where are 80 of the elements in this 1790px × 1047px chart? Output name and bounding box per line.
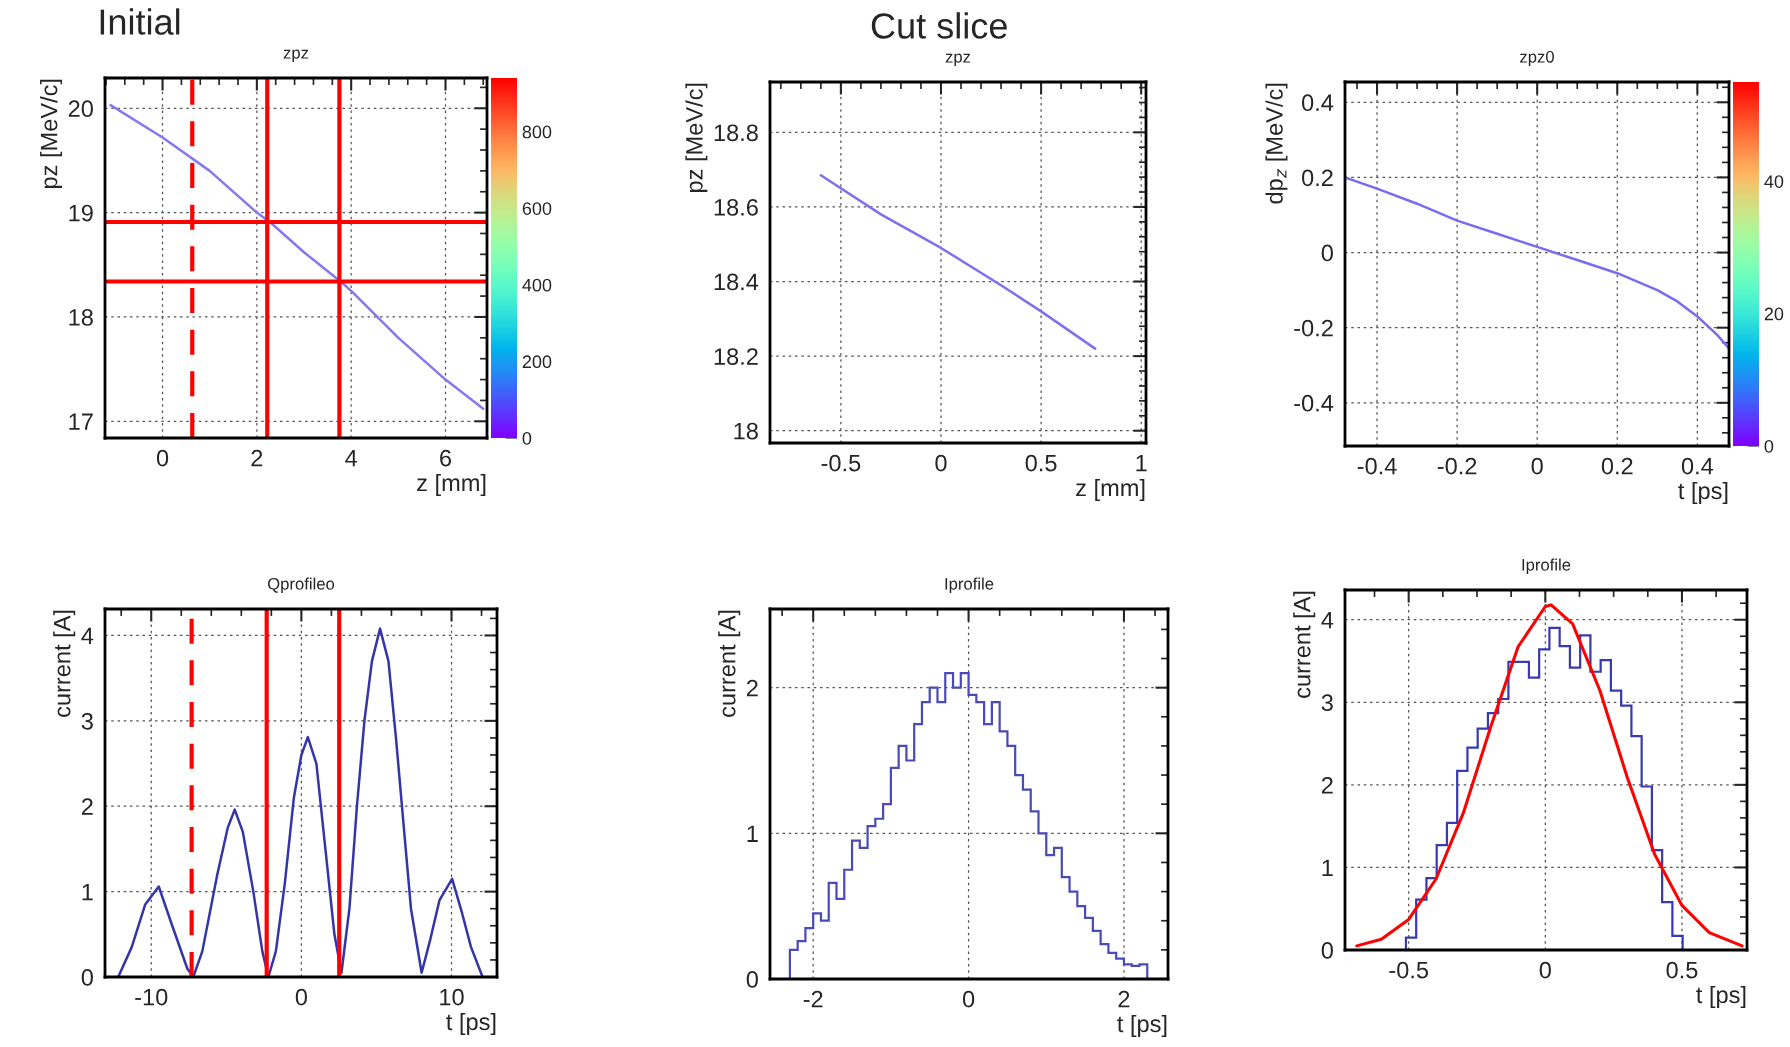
x-axis-title: t [ps] xyxy=(1696,985,1746,1008)
line-series xyxy=(819,173,1097,350)
x-tick-label: 10 xyxy=(440,988,464,1006)
x-tick-label: -0.4 xyxy=(1357,457,1397,475)
y-tick-label: 18.8 xyxy=(714,124,758,142)
y-tick-label: 0.2 xyxy=(1301,169,1333,187)
x-tick-label: 4 xyxy=(345,449,358,467)
x-axis-title: t [ps] xyxy=(446,1012,496,1035)
y-axis-title: pz [MeV/c] xyxy=(40,79,63,188)
x-tick-label: 0.5 xyxy=(1666,961,1698,979)
x-tick-label: 0.5 xyxy=(1025,454,1057,472)
x-axis-title: t [ps] xyxy=(1678,481,1728,504)
line-series xyxy=(109,103,485,411)
x-tick-label: -0.5 xyxy=(1389,961,1429,979)
chart-title: Iprofile xyxy=(1522,558,1571,575)
y-axis-title: current [A] xyxy=(718,610,741,717)
x-tick-label: 0.4 xyxy=(1681,457,1714,475)
color-bar-label: 600 xyxy=(522,202,552,215)
x-tick-label: 0 xyxy=(156,449,169,467)
y-tick-label: 0.4 xyxy=(1301,94,1334,112)
y-tick-label: 2 xyxy=(746,679,758,697)
y-tick-label: 18 xyxy=(734,422,758,440)
color-bar-label: 800 xyxy=(522,125,552,139)
y-tick-label: 1 xyxy=(82,883,93,901)
y-tick-label: 18.2 xyxy=(714,348,758,365)
x-axis-title: z [mm] xyxy=(417,473,486,496)
y-tick-label: 1 xyxy=(747,825,758,842)
y-tick-label: 18.6 xyxy=(714,199,758,216)
color-bar-label: 40 xyxy=(1764,175,1784,188)
color-bar-label: 20 xyxy=(1764,307,1784,321)
line-series xyxy=(116,627,484,977)
text: Cut slice xyxy=(871,12,1007,39)
chart-title: zpz0 xyxy=(1520,50,1554,67)
y-tick-label: 4 xyxy=(81,627,94,645)
y-tick-label: 0 xyxy=(1321,942,1333,959)
x-tick-label: -0.5 xyxy=(821,454,861,472)
chart-title: zpz xyxy=(945,53,971,67)
x-tick-label: 0 xyxy=(1531,457,1543,475)
chart-title: zpz xyxy=(283,49,309,63)
line-series xyxy=(1345,176,1729,350)
y-tick-label: 2 xyxy=(81,798,93,815)
y-tick-label: -0.2 xyxy=(1294,319,1333,337)
y-tick-label: 4 xyxy=(1321,612,1334,629)
x-tick-label: 0 xyxy=(962,990,975,1008)
x-tick-label: 0.2 xyxy=(1601,457,1633,475)
x-tick-label: 2 xyxy=(1118,990,1130,1008)
y-axis-title: pz [MeV/c] xyxy=(685,83,708,192)
x-tick-label: -10 xyxy=(135,988,168,1006)
chart-title: Iprofile xyxy=(945,577,994,594)
color-bar-label: 0 xyxy=(522,431,532,445)
y-tick-label: 3 xyxy=(81,712,93,730)
x-tick-label: -2 xyxy=(803,990,823,1008)
color-bar-label: 0 xyxy=(1764,439,1774,453)
y-tick-label: 18 xyxy=(69,309,93,326)
y-tick-label: 3 xyxy=(1321,694,1333,712)
y-tick-label: 17 xyxy=(69,413,93,430)
y-axis-title: current [A] xyxy=(1293,591,1316,698)
x-axis-title: t [ps] xyxy=(1117,1014,1167,1037)
x-tick-label: -0.2 xyxy=(1437,457,1477,475)
x-tick-label: 0 xyxy=(935,454,947,472)
y-tick-label: 18.4 xyxy=(714,273,759,291)
x-tick-label: 6 xyxy=(440,449,452,467)
y-axis-title: current [A] xyxy=(53,610,76,717)
x-tick-label: 1 xyxy=(1136,454,1147,472)
y-axis-title: dp$_{z}$ [MeV/c] xyxy=(1265,83,1288,204)
y-tick-label: 2 xyxy=(1321,776,1333,794)
y-tick-label: 0 xyxy=(1321,244,1333,262)
x-tick-label: 0 xyxy=(1539,961,1551,979)
x-axis-title: z [mm] xyxy=(1076,478,1145,501)
y-tick-label: 19 xyxy=(69,204,93,222)
y-tick-label: 20 xyxy=(68,100,93,118)
color-bar-label: 400 xyxy=(522,278,552,292)
x-tick-label: 0 xyxy=(295,988,308,1006)
y-tick-label: -0.4 xyxy=(1294,394,1334,412)
x-tick-label: 2 xyxy=(251,449,263,467)
color-bar-label: 200 xyxy=(522,355,552,369)
text: Initial xyxy=(100,8,180,35)
chart-title: Qprofileo xyxy=(267,577,335,594)
line-series xyxy=(1355,603,1744,948)
y-tick-label: 1 xyxy=(1322,859,1333,876)
